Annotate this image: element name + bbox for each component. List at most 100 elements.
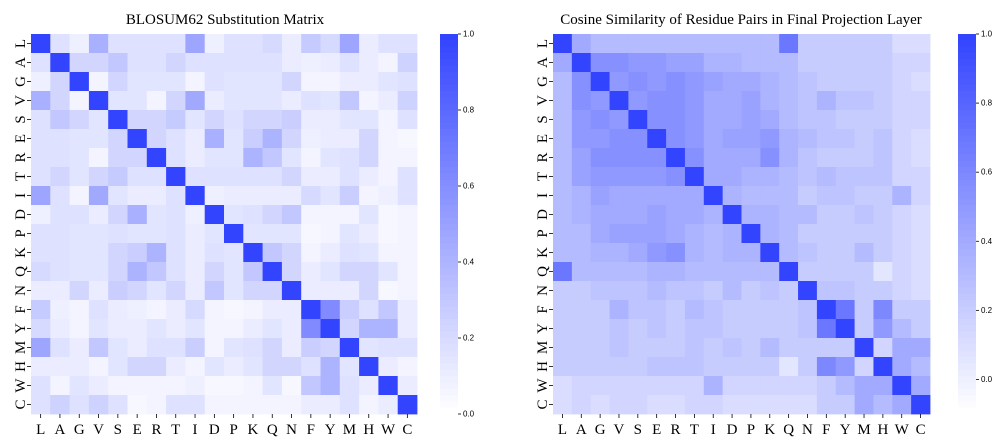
heatmap-cell <box>703 376 724 396</box>
heatmap-cell <box>892 110 912 130</box>
colorbar-segment <box>958 84 976 92</box>
heatmap-cell <box>339 72 360 92</box>
heatmap-cell <box>69 319 90 339</box>
y-tick-label: F <box>13 305 29 313</box>
colorbar-segment <box>440 407 458 415</box>
chart-title-blosum62: BLOSUM62 Substitution Matrix <box>126 12 325 28</box>
heatmap-cell <box>816 357 837 377</box>
heatmap-cell <box>873 376 893 396</box>
heatmap-cell <box>760 262 780 282</box>
colorbar-segment <box>958 148 976 155</box>
heatmap-cell <box>397 34 418 54</box>
heatmap-cell <box>854 243 874 263</box>
heatmap-cell <box>571 186 592 206</box>
colorbar-segment <box>958 116 976 124</box>
heatmap-cell <box>816 34 837 54</box>
y-tick-label: K <box>535 247 551 258</box>
heatmap-cell <box>281 148 302 168</box>
heatmap-cell <box>339 395 360 415</box>
x-tick-label: D <box>209 422 220 438</box>
heatmap-cell <box>873 357 893 377</box>
heatmap-cell <box>628 376 648 396</box>
heatmap-cell <box>835 148 855 168</box>
colorbar-segment <box>958 376 976 383</box>
y-tick-label: M <box>13 341 29 354</box>
heatmap-cell <box>262 110 283 130</box>
heatmap-cell <box>166 281 186 301</box>
heatmap-cell <box>31 186 51 206</box>
heatmap-cell <box>779 262 799 282</box>
heatmap-cell <box>816 243 837 263</box>
heatmap-cell <box>571 357 592 377</box>
colorbar-segment <box>440 72 458 79</box>
heatmap-cell <box>571 110 592 130</box>
heatmap-cell <box>108 34 128 54</box>
heatmap-cell <box>88 110 109 130</box>
heatmap-cell <box>666 376 686 396</box>
colorbar-segment <box>440 268 458 276</box>
heatmap-cell <box>359 243 379 263</box>
x-tick-label: E <box>133 422 142 438</box>
heatmap-cell <box>703 110 724 130</box>
heatmap-cell <box>243 281 263 301</box>
colorbar-segment <box>958 268 976 276</box>
heatmap-cell <box>50 110 70 130</box>
heatmap-cell <box>397 224 418 244</box>
heatmap-cell <box>722 357 742 377</box>
heatmap-cell <box>262 300 283 320</box>
x-tick-label: S <box>114 422 122 438</box>
heatmap-cell <box>628 224 648 244</box>
colorbar-tick-label: 0.2 <box>981 306 993 315</box>
heatmap-cell <box>378 186 399 206</box>
heatmap-cell <box>378 53 399 73</box>
colorbar-segment <box>958 325 976 333</box>
heatmap-cell <box>798 376 818 396</box>
heatmap-cell <box>590 319 610 339</box>
heatmap-cell <box>741 53 761 73</box>
colorbar-segment <box>440 376 458 383</box>
heatmap-cell <box>224 357 244 377</box>
heatmap-cell <box>703 148 724 168</box>
heatmap-cell <box>50 129 70 149</box>
heatmap-cell <box>224 72 244 92</box>
heatmap-cell <box>703 395 724 415</box>
heatmap-cell <box>647 300 667 320</box>
heatmap-cell <box>722 395 742 415</box>
heatmap-cell <box>50 224 70 244</box>
colorbar-segment <box>958 211 976 219</box>
heatmap-cell <box>854 110 874 130</box>
heatmap-cell <box>108 281 128 301</box>
heatmap-cell <box>854 376 874 396</box>
heatmap-cell <box>359 357 379 377</box>
heatmap-cell <box>609 376 629 396</box>
heatmap-cell <box>262 224 283 244</box>
heatmap-cell <box>204 148 225 168</box>
heatmap-cell <box>609 205 629 225</box>
colorbar-segment <box>958 154 976 162</box>
heatmap-cell <box>703 72 724 92</box>
heatmap-cell <box>224 338 244 358</box>
heatmap-cell <box>301 262 321 282</box>
heatmap-cell <box>816 281 837 301</box>
heatmap-cell <box>873 243 893 263</box>
heatmap-cell <box>397 129 418 149</box>
heatmap-cell <box>281 319 302 339</box>
heatmap-cell <box>31 53 51 73</box>
colorbar-segment <box>958 230 976 238</box>
heatmap-cell <box>647 34 667 54</box>
colorbar-tick-label: 0.6 <box>463 182 475 191</box>
heatmap-cell <box>69 376 90 396</box>
heatmap-cell <box>204 262 225 282</box>
heatmap-cell <box>590 376 610 396</box>
heatmap-cell <box>590 129 610 149</box>
heatmap-cell <box>127 72 148 92</box>
colorbar-segment <box>440 350 458 358</box>
heatmap-cell <box>185 319 206 339</box>
y-tick-label: E <box>535 134 551 143</box>
heatmap-cell <box>911 300 931 320</box>
x-tick-label: W <box>381 422 396 438</box>
heatmap-cell <box>262 205 283 225</box>
heatmap-cell <box>185 129 206 149</box>
heatmap-cell <box>146 319 167 339</box>
heatmap-cell <box>339 243 360 263</box>
